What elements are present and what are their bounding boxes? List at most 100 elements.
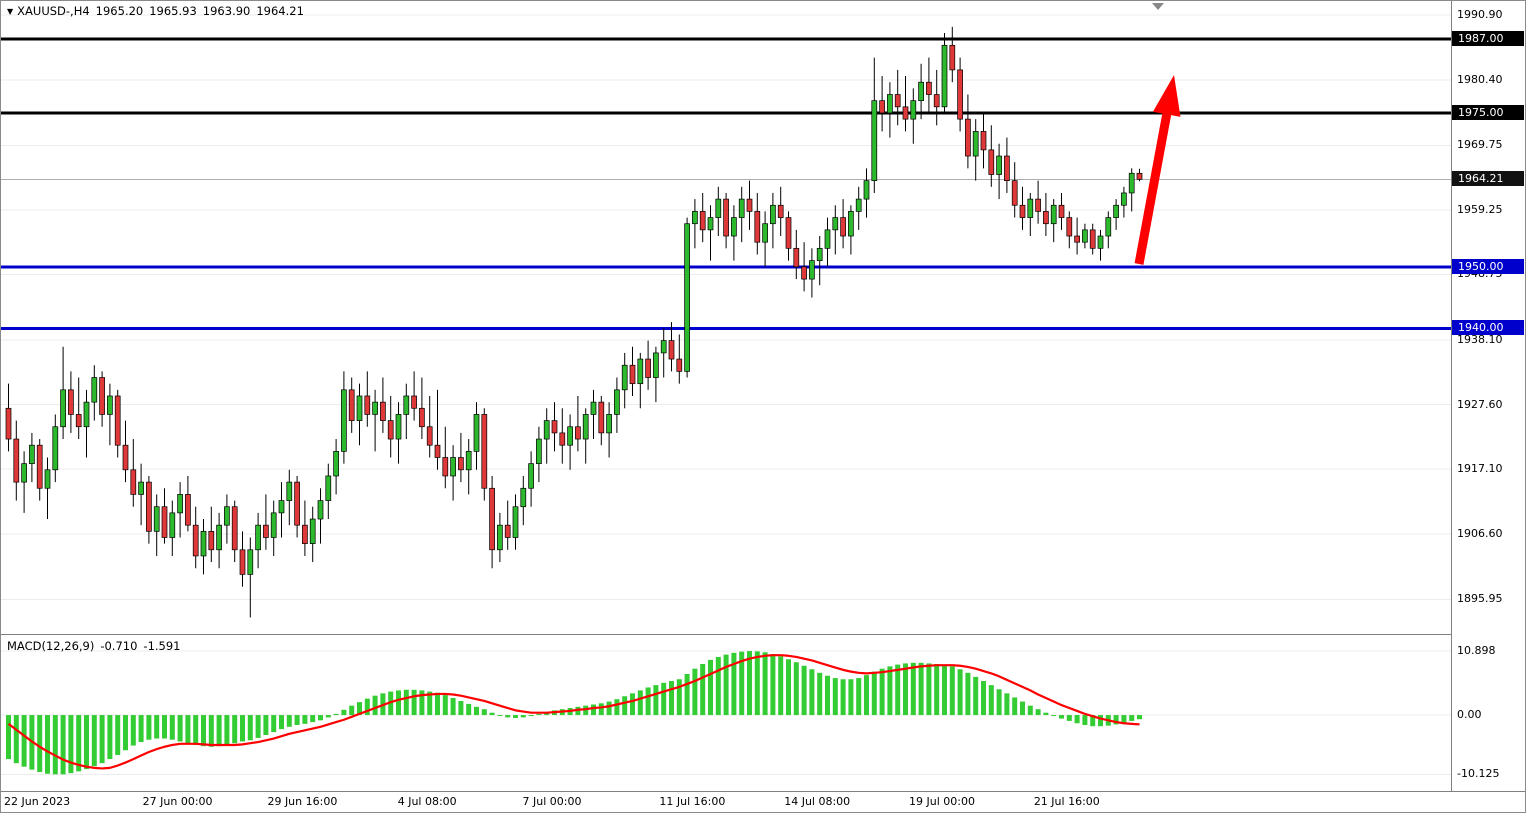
time-axis-separator bbox=[1, 791, 1525, 792]
macd-histogram-bar bbox=[6, 715, 11, 760]
macd-histogram-bar bbox=[715, 656, 721, 716]
candle-body bbox=[208, 530, 215, 551]
macd-histogram-bar bbox=[505, 715, 511, 718]
candle-body bbox=[489, 487, 495, 551]
candle-body bbox=[122, 444, 129, 471]
macd-histogram-bar bbox=[676, 679, 682, 716]
macd-histogram-bar bbox=[1012, 697, 1018, 716]
macd-histogram-bar bbox=[185, 715, 191, 744]
price-tick-label: 1895.95 bbox=[1457, 592, 1503, 606]
macd-indicator-label: MACD(12,26,9) bbox=[7, 639, 95, 653]
candle-body bbox=[824, 229, 831, 249]
macd-histogram-bar bbox=[107, 715, 113, 760]
candle-body bbox=[902, 106, 909, 120]
candle-body bbox=[341, 389, 347, 452]
candle-body bbox=[941, 44, 948, 108]
macd-histogram-bar bbox=[13, 715, 19, 764]
candle-body bbox=[707, 217, 714, 231]
candle-body bbox=[972, 131, 979, 157]
macd-histogram-bar bbox=[988, 685, 994, 716]
macd-histogram-bar bbox=[364, 698, 370, 716]
time-axis-label: 27 Jun 00:00 bbox=[142, 795, 213, 808]
candle-body bbox=[637, 358, 644, 385]
time-axis-label: 29 Jun 16:00 bbox=[267, 795, 338, 808]
candle-body bbox=[317, 500, 324, 520]
candle-body bbox=[777, 204, 784, 218]
candle-body bbox=[1136, 172, 1143, 180]
candle-body bbox=[699, 211, 706, 231]
candle-body bbox=[52, 426, 59, 471]
candle-body bbox=[1027, 198, 1034, 218]
chart-shift-marker-icon[interactable] bbox=[1152, 3, 1164, 10]
candle-body bbox=[855, 198, 862, 212]
candle-body bbox=[247, 549, 254, 575]
time-axis[interactable]: 22 Jun 2023 27 Jun 00:00 29 Jun 16:00 4 Jul… bbox=[1, 792, 1525, 812]
candle-body bbox=[44, 469, 51, 489]
macd-histogram-bar bbox=[435, 692, 440, 716]
macd-histogram-bar bbox=[1027, 705, 1033, 716]
candle-body bbox=[871, 100, 878, 181]
candle-body bbox=[270, 512, 277, 538]
macd-histogram-bar bbox=[442, 695, 448, 716]
macd-histogram-bar bbox=[825, 675, 830, 716]
candle-body bbox=[419, 407, 425, 428]
trend-arrow-shaft[interactable] bbox=[1134, 109, 1172, 265]
macd-histogram-bar bbox=[731, 652, 737, 716]
price-tick-label: 1969.75 bbox=[1457, 138, 1503, 152]
price-axis[interactable]: 1990.90 1980.40 1969.75 1959.25 1948.75 1938.… bbox=[1452, 1, 1525, 792]
macd-histogram-bar bbox=[286, 715, 292, 727]
macd-histogram-bar bbox=[372, 695, 378, 716]
macd-histogram-bar bbox=[201, 715, 206, 747]
candle-body bbox=[83, 401, 90, 428]
candle-body bbox=[333, 451, 339, 477]
macd-histogram-bar bbox=[575, 706, 581, 716]
candle-body bbox=[356, 395, 363, 421]
candle-body bbox=[450, 457, 456, 477]
candle-body bbox=[848, 211, 854, 237]
candle-body bbox=[239, 549, 246, 575]
candle-body bbox=[614, 389, 620, 415]
macd-histogram-bar bbox=[622, 696, 628, 716]
candle-body bbox=[185, 494, 191, 526]
time-axis-label: 7 Jul 00:00 bbox=[522, 795, 582, 808]
macd-histogram-bar bbox=[817, 672, 823, 716]
collapse-triangle-icon[interactable]: ▼ bbox=[7, 7, 14, 16]
candle-body bbox=[309, 518, 316, 544]
macd-histogram-bar bbox=[146, 715, 152, 740]
candle-body bbox=[5, 407, 12, 440]
candle-body bbox=[153, 506, 160, 532]
time-axis-label: 22 Jun 2023 bbox=[4, 795, 71, 808]
candle-body bbox=[36, 444, 43, 489]
macd-histogram-bar bbox=[216, 715, 222, 747]
macd-histogram-bar bbox=[879, 668, 885, 716]
candle-body bbox=[770, 204, 776, 225]
macd-histogram-bar bbox=[692, 668, 698, 716]
macd-histogram-bar bbox=[138, 715, 144, 743]
time-axis-label: 4 Jul 08:00 bbox=[397, 795, 457, 808]
pane-separator[interactable] bbox=[1, 634, 1451, 635]
macd-histogram-bar bbox=[942, 664, 947, 716]
macd-histogram-bar bbox=[91, 715, 97, 767]
macd-histogram-bar bbox=[739, 651, 745, 716]
macd-histogram-bar bbox=[840, 679, 846, 716]
time-axis-label: 14 Jul 08:00 bbox=[784, 795, 851, 808]
candle-body bbox=[910, 100, 917, 120]
macd-histogram-bar bbox=[411, 689, 417, 716]
candle-body bbox=[403, 395, 410, 415]
trend-arrow-head[interactable] bbox=[1152, 75, 1181, 117]
macd-histogram-bar bbox=[1098, 715, 1103, 727]
macd-histogram-bar bbox=[466, 703, 472, 716]
candle-body bbox=[21, 463, 27, 483]
macd-histogram-bar bbox=[661, 682, 667, 716]
candle-body bbox=[520, 487, 527, 508]
macd-histogram-bar bbox=[591, 704, 596, 716]
candle-body bbox=[177, 494, 183, 514]
candle-body bbox=[816, 247, 823, 261]
candle-body bbox=[372, 401, 378, 415]
candle-body bbox=[1011, 180, 1018, 206]
candle-body bbox=[645, 358, 651, 378]
macd-histogram-bar bbox=[271, 715, 277, 733]
time-axis-label: 19 Jul 00:00 bbox=[909, 795, 975, 808]
